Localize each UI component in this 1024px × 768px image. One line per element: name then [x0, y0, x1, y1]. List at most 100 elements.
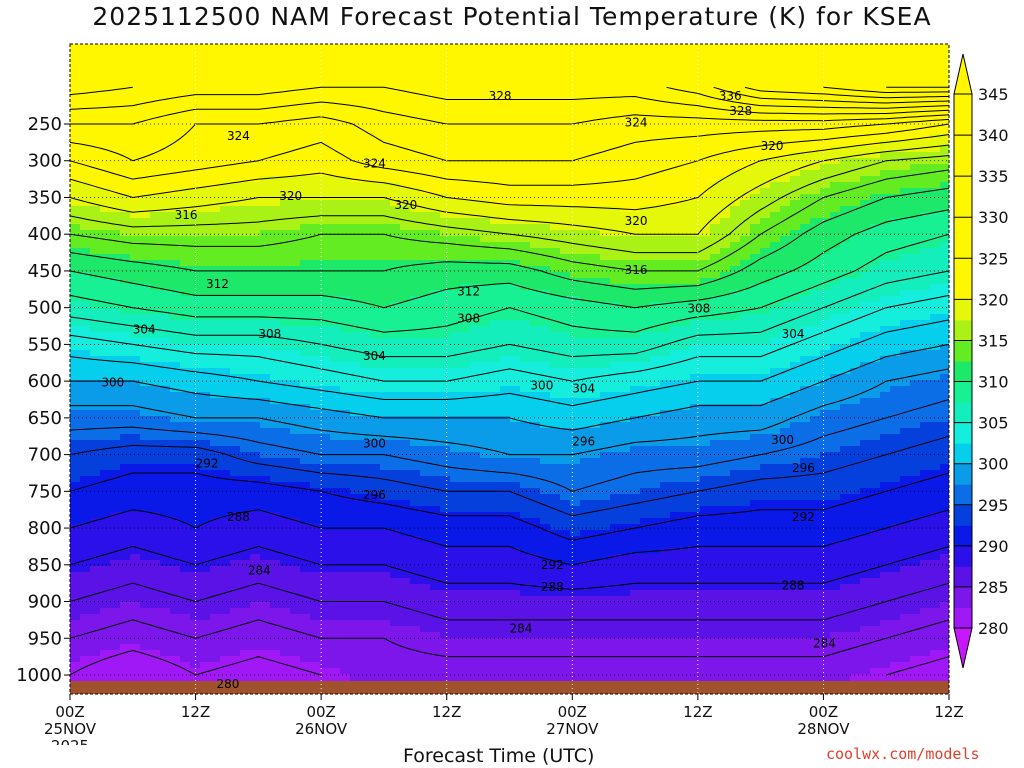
field-cell	[490, 320, 501, 327]
field-cell	[160, 80, 171, 87]
field-cell	[70, 596, 81, 603]
field-cell	[180, 350, 191, 357]
field-cell	[460, 92, 471, 99]
field-cell	[370, 140, 381, 147]
field-cell	[90, 632, 101, 639]
field-cell	[340, 650, 351, 657]
field-cell	[460, 302, 471, 309]
field-cell	[120, 332, 131, 339]
field-cell	[250, 404, 261, 411]
field-cell	[350, 272, 361, 279]
field-cell	[530, 434, 541, 441]
field-cell	[390, 164, 401, 171]
field-cell	[140, 590, 151, 597]
field-cell	[130, 554, 141, 561]
field-cell	[510, 350, 521, 357]
field-cell	[270, 644, 281, 651]
field-cell	[360, 278, 371, 285]
field-cell	[480, 542, 491, 549]
field-cell	[110, 530, 121, 537]
field-cell	[420, 302, 431, 309]
field-cell	[310, 290, 321, 297]
field-cell	[510, 302, 521, 309]
field-cell	[260, 542, 271, 549]
field-cell	[400, 56, 411, 63]
field-cell	[420, 632, 431, 639]
field-cell	[440, 248, 451, 255]
field-cell	[430, 164, 441, 171]
field-cell	[280, 422, 291, 429]
field-cell	[110, 98, 121, 105]
field-cell	[70, 404, 81, 411]
field-cell	[500, 656, 511, 663]
field-cell	[490, 308, 501, 315]
field-cell	[370, 536, 381, 543]
field-cell	[110, 410, 121, 417]
field-cell	[200, 296, 211, 303]
field-cell	[100, 368, 111, 375]
field-cell	[200, 92, 211, 99]
field-cell	[520, 338, 531, 345]
field-cell	[460, 572, 471, 579]
field-cell	[170, 356, 181, 363]
field-cell	[80, 668, 91, 675]
field-cell	[290, 164, 301, 171]
field-cell	[410, 362, 421, 369]
field-cell	[360, 572, 371, 579]
field-cell	[80, 662, 91, 669]
field-cell	[260, 44, 271, 51]
field-cell	[400, 440, 411, 447]
field-cell	[120, 470, 131, 477]
field-cell	[490, 536, 501, 543]
field-cell	[500, 50, 511, 57]
field-cell	[490, 62, 501, 69]
field-cell	[420, 296, 431, 303]
field-cell	[510, 260, 521, 267]
field-cell	[330, 626, 341, 633]
field-cell	[130, 392, 141, 399]
field-cell	[420, 152, 431, 159]
field-cell	[370, 362, 381, 369]
field-cell	[330, 356, 341, 363]
field-cell	[440, 272, 451, 279]
field-cell	[90, 560, 101, 567]
field-cell	[210, 368, 221, 375]
field-cell	[440, 434, 451, 441]
field-cell	[210, 674, 221, 681]
field-cell	[490, 548, 501, 555]
field-cell	[410, 602, 421, 609]
field-cell	[530, 278, 541, 285]
field-cell	[260, 422, 271, 429]
field-cell	[110, 242, 121, 249]
field-cell	[280, 488, 291, 495]
field-cell	[510, 200, 521, 207]
field-cell	[430, 218, 441, 225]
field-cell	[430, 224, 441, 231]
field-cell	[380, 308, 391, 315]
field-cell	[420, 680, 431, 681]
field-cell	[230, 272, 241, 279]
field-cell	[390, 224, 401, 231]
field-cell	[380, 278, 391, 285]
field-cell	[150, 122, 161, 129]
field-cell	[180, 278, 191, 285]
field-cell	[270, 248, 281, 255]
field-cell	[150, 530, 161, 537]
field-cell	[340, 176, 351, 183]
field-cell	[270, 188, 281, 195]
field-cell	[430, 476, 441, 483]
field-cell	[320, 608, 331, 615]
field-cell	[330, 434, 341, 441]
field-cell	[360, 632, 371, 639]
field-cell	[420, 176, 431, 183]
field-cell	[410, 86, 421, 93]
field-cell	[370, 356, 381, 363]
field-cell	[330, 140, 341, 147]
field-cell	[80, 206, 91, 213]
field-cell	[160, 146, 171, 153]
field-cell	[480, 578, 491, 585]
field-cell	[370, 200, 381, 207]
field-cell	[300, 578, 311, 585]
field-cell	[440, 332, 451, 339]
field-cell	[390, 560, 401, 567]
